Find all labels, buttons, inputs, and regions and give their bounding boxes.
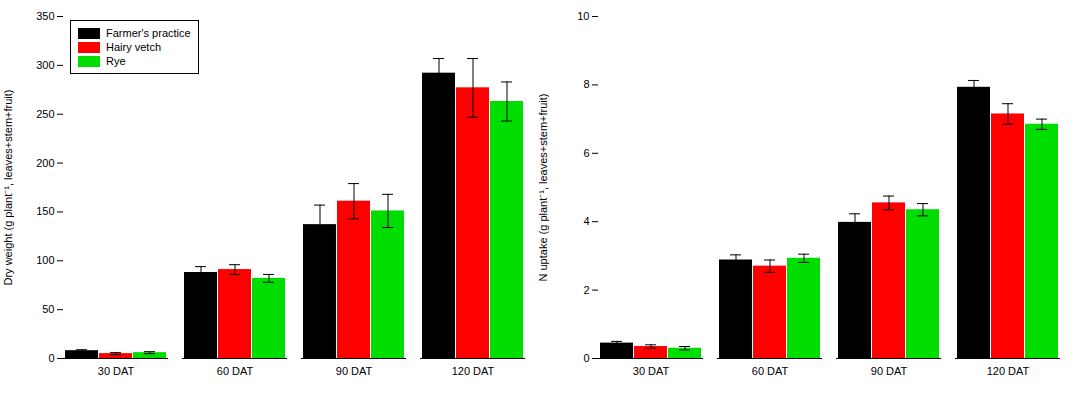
html-text:Farmer's practice: Farmer's practice bbox=[106, 27, 191, 39]
svg-text:120 DAT: 120 DAT bbox=[452, 365, 495, 377]
svg-text:Dry weight (g plant⁻¹, leaves+: Dry weight (g plant⁻¹, leaves+stem+fruit… bbox=[2, 90, 14, 286]
svg-text:90 DAT: 90 DAT bbox=[871, 365, 908, 377]
html-text:Rye: Rye bbox=[106, 55, 126, 67]
svg-text:4: 4 bbox=[583, 215, 589, 227]
svg-text:150: 150 bbox=[36, 205, 54, 217]
html-text:Hairy vetch: Hairy vetch bbox=[106, 41, 161, 53]
svg-text:50: 50 bbox=[42, 303, 54, 315]
svg-text:120 DAT: 120 DAT bbox=[987, 365, 1030, 377]
svg-text:0: 0 bbox=[583, 352, 589, 364]
svg-text:6: 6 bbox=[583, 147, 589, 159]
svg-text:8: 8 bbox=[583, 78, 589, 90]
svg-text:100: 100 bbox=[36, 254, 54, 266]
svg-text:10: 10 bbox=[577, 10, 589, 22]
svg-text:350: 350 bbox=[36, 10, 54, 22]
svg-text:60 DAT: 60 DAT bbox=[752, 365, 789, 377]
svg-text:N uptake (g plant⁻¹, leaves+st: N uptake (g plant⁻¹, leaves+stem+fruit) bbox=[537, 93, 549, 281]
svg-text:60 DAT: 60 DAT bbox=[217, 365, 254, 377]
svg-text:300: 300 bbox=[36, 59, 54, 71]
svg-text:200: 200 bbox=[36, 157, 54, 169]
svg-text:90 DAT: 90 DAT bbox=[336, 365, 373, 377]
svg-text:250: 250 bbox=[36, 108, 54, 120]
svg-text:2: 2 bbox=[583, 284, 589, 296]
svg-text:0: 0 bbox=[48, 352, 54, 364]
svg-text:30 DAT: 30 DAT bbox=[633, 365, 670, 377]
svg-text:30 DAT: 30 DAT bbox=[98, 365, 135, 377]
